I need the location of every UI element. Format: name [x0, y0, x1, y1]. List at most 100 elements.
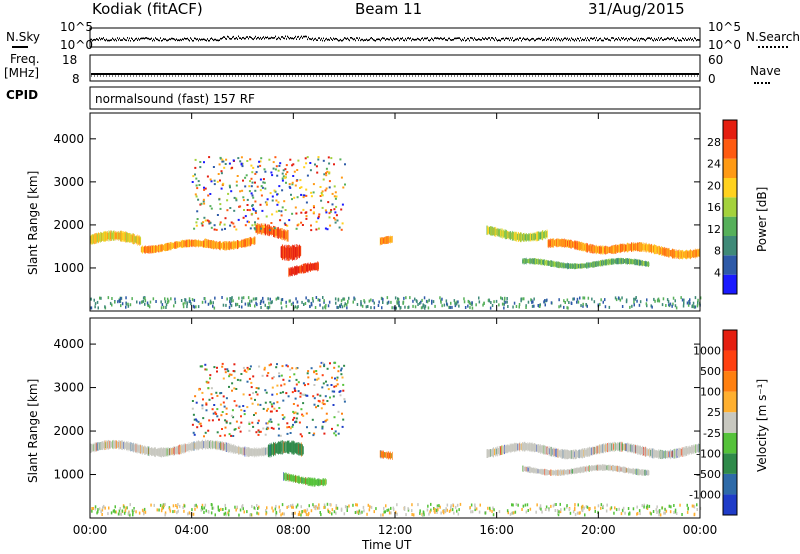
echo-speckle	[294, 184, 297, 187]
echo-cell	[615, 258, 616, 264]
echo-cell	[598, 464, 600, 471]
ground-scatter-cell	[525, 306, 527, 309]
echo-cell	[544, 446, 545, 454]
echo-cell	[195, 442, 197, 449]
echo-speckle	[259, 430, 262, 433]
echo-speckle	[313, 384, 316, 386]
echo-cell	[271, 444, 272, 456]
echo-cell	[622, 243, 624, 252]
echo-cell	[246, 238, 247, 247]
echo-cell	[682, 249, 683, 260]
echo-cell	[593, 465, 594, 471]
count-point	[584, 39, 585, 41]
echo-cell	[578, 264, 580, 268]
echo-speckle	[314, 378, 317, 381]
echo-cell	[495, 228, 497, 236]
echo-speckle	[221, 411, 224, 413]
echo-cell	[597, 464, 598, 471]
ground-scatter-cell	[210, 301, 212, 305]
echo-cell	[518, 443, 520, 451]
echo-cell	[634, 243, 636, 251]
ground-scatter-cell	[200, 508, 202, 512]
echo-cell	[554, 262, 555, 266]
echo-cell	[564, 450, 566, 459]
echo-cell	[634, 243, 635, 250]
echo-cell	[553, 240, 554, 246]
echo-cell	[552, 260, 553, 267]
echo-cell	[140, 444, 141, 455]
echo-cell	[615, 465, 616, 472]
echo-cell	[118, 231, 120, 241]
echo-speckle	[212, 412, 215, 415]
echo-cell	[561, 449, 562, 459]
echo-cell	[154, 245, 155, 253]
echo-cell	[178, 445, 179, 455]
echo-cell	[542, 230, 544, 241]
count-point	[636, 37, 637, 40]
echo-speckle	[248, 190, 251, 193]
count-point	[607, 37, 608, 40]
ground-scatter-cell	[211, 506, 214, 510]
echo-speckle	[250, 386, 253, 389]
echo-cell	[636, 468, 637, 475]
echo-cell	[590, 262, 592, 267]
count-point	[423, 39, 424, 41]
ground-scatter-cell	[446, 302, 448, 306]
echo-cell	[238, 240, 240, 248]
count-point	[379, 38, 380, 41]
echo-speckle	[294, 397, 297, 400]
echo-speckle	[316, 393, 319, 396]
echo-cell	[679, 448, 680, 458]
echo-cell	[684, 250, 686, 259]
echo-cell	[95, 442, 96, 452]
echo-cell	[506, 444, 508, 454]
ground-scatter-cell	[653, 297, 655, 301]
echo-cell	[642, 242, 644, 252]
ground-scatter-cell	[512, 511, 515, 515]
echo-speckle	[200, 222, 203, 225]
echo-cell	[139, 237, 141, 245]
echo-cell	[181, 241, 183, 248]
echo-cell	[172, 242, 174, 249]
echo-cell	[308, 477, 310, 486]
echo-cell	[169, 448, 171, 455]
echo-cell	[546, 469, 548, 475]
echo-cell	[563, 263, 564, 268]
echo-cell	[533, 234, 534, 240]
echo-cell	[288, 440, 289, 454]
ground-scatter-cell	[600, 506, 602, 510]
echo-cell	[295, 442, 297, 454]
echo-speckle	[336, 383, 339, 386]
ground-scatter-cell	[535, 510, 537, 514]
echo-cell	[641, 261, 643, 266]
echo-cell	[638, 243, 640, 251]
echo-cell	[587, 447, 589, 458]
count-point	[679, 39, 680, 42]
ground-scatter-cell	[107, 296, 110, 300]
ground-scatter-cell	[488, 299, 491, 303]
echo-speckle	[333, 208, 336, 211]
echo-cell	[179, 444, 181, 455]
echo-cell	[286, 229, 288, 242]
echo-cell	[630, 259, 631, 264]
echo-speckle	[212, 166, 215, 168]
echo-cell	[542, 445, 543, 454]
echo-cell	[515, 233, 516, 240]
echo-cell	[293, 267, 295, 275]
station-title: Kodiak (fitACF)	[92, 0, 203, 18]
echo-cell	[114, 231, 115, 240]
echo-cell	[258, 447, 260, 457]
ground-scatter-cell	[256, 303, 258, 307]
ground-scatter-cell	[104, 506, 106, 510]
echo-cell	[541, 259, 542, 265]
echo-cell	[174, 241, 175, 249]
echo-cell	[220, 242, 222, 250]
echo-cell	[684, 448, 685, 455]
echo-cell	[535, 233, 536, 240]
ground-scatter-cell	[367, 305, 369, 308]
echo-cell	[296, 442, 298, 455]
echo-cell	[583, 244, 584, 250]
echo-cell	[218, 441, 220, 450]
count-point	[144, 37, 145, 40]
ground-scatter-cell	[583, 506, 585, 510]
